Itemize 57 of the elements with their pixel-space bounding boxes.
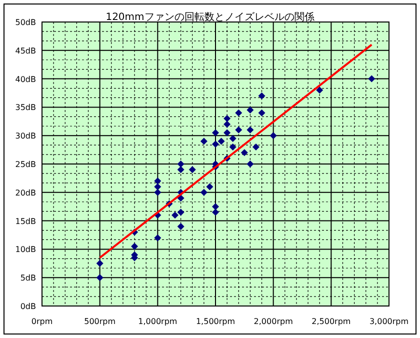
- point: [240, 149, 248, 156]
- point: [200, 138, 208, 145]
- y-tick-label: 0dB: [20, 302, 36, 311]
- point: [258, 109, 266, 116]
- x-tick-label: 1,000rpm: [138, 317, 178, 326]
- point: [212, 203, 219, 210]
- point: [188, 166, 196, 174]
- point: [154, 183, 162, 190]
- point: [246, 106, 254, 114]
- point: [131, 242, 138, 250]
- point: [224, 129, 231, 136]
- point: [154, 178, 162, 185]
- point: [252, 143, 260, 150]
- point: [316, 86, 324, 94]
- x-tick-label: 2,500rpm: [312, 317, 351, 326]
- point: [235, 126, 242, 134]
- point: [177, 208, 184, 216]
- x-tick-label: 0rpm: [31, 317, 53, 326]
- point: [229, 134, 236, 142]
- point: [258, 92, 266, 100]
- point: [172, 212, 179, 219]
- point: [246, 160, 254, 168]
- x-tick-label: 500rpm: [84, 317, 116, 326]
- point: [177, 166, 184, 174]
- point: [246, 126, 254, 134]
- point: [96, 274, 104, 282]
- y-tick-label: 15dB: [15, 216, 36, 226]
- y-tick-label: 40dB: [15, 74, 36, 84]
- y-tick-label: 25dB: [15, 160, 36, 169]
- point: [368, 75, 376, 82]
- point: [218, 138, 225, 145]
- point: [154, 188, 162, 196]
- point: [224, 115, 231, 122]
- point: [154, 234, 162, 242]
- point: [270, 132, 277, 140]
- point: [224, 120, 231, 128]
- y-tick-label: 30dB: [15, 132, 36, 141]
- chart-title: 120mmファンの回転数とノイズレベルの関係: [106, 11, 314, 23]
- point: [212, 208, 219, 216]
- point: [177, 222, 184, 230]
- y-tick-label: 50dB: [15, 18, 36, 27]
- point: [177, 160, 184, 168]
- point: [96, 260, 104, 267]
- y-tick-label: 10dB: [15, 245, 36, 254]
- point: [212, 140, 219, 148]
- y-tick-label: 45dB: [15, 46, 36, 56]
- point: [212, 129, 219, 136]
- x-tick-label: 3,000rpm: [369, 317, 409, 326]
- y-tick-label: 5dB: [20, 274, 36, 283]
- x-tick-label: 1,500rpm: [196, 317, 236, 326]
- point: [229, 143, 236, 150]
- point: [235, 109, 242, 116]
- y-tick-label: 35dB: [15, 103, 36, 112]
- point: [200, 188, 208, 196]
- point: [206, 183, 214, 190]
- y-tick-label: 20dB: [15, 188, 36, 198]
- x-tick-label: 2,000rpm: [254, 317, 294, 326]
